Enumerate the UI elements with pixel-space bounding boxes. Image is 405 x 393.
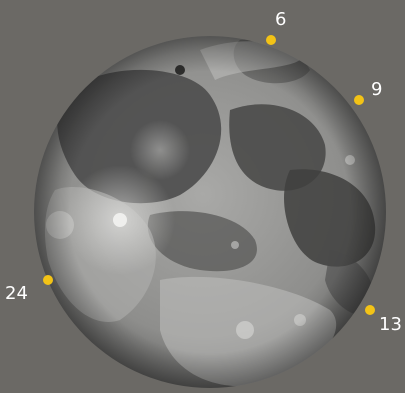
moon-limb-shade bbox=[34, 36, 386, 388]
marker-dot bbox=[43, 275, 53, 285]
moon-disc bbox=[34, 36, 386, 388]
marker-label: 6 bbox=[275, 9, 286, 30]
limb-markers: 6 9 13 24 bbox=[5, 9, 402, 335]
marker-dot bbox=[365, 305, 375, 315]
marker-dot bbox=[354, 95, 364, 105]
marker-24: 24 bbox=[5, 275, 53, 304]
marker-label: 13 bbox=[379, 314, 402, 335]
marker-label: 24 bbox=[5, 283, 28, 304]
marker-dot bbox=[266, 35, 276, 45]
marker-label: 9 bbox=[371, 79, 382, 100]
marker-6: 6 bbox=[266, 9, 286, 45]
marker-13: 13 bbox=[365, 305, 402, 335]
marker-9: 9 bbox=[354, 79, 382, 105]
